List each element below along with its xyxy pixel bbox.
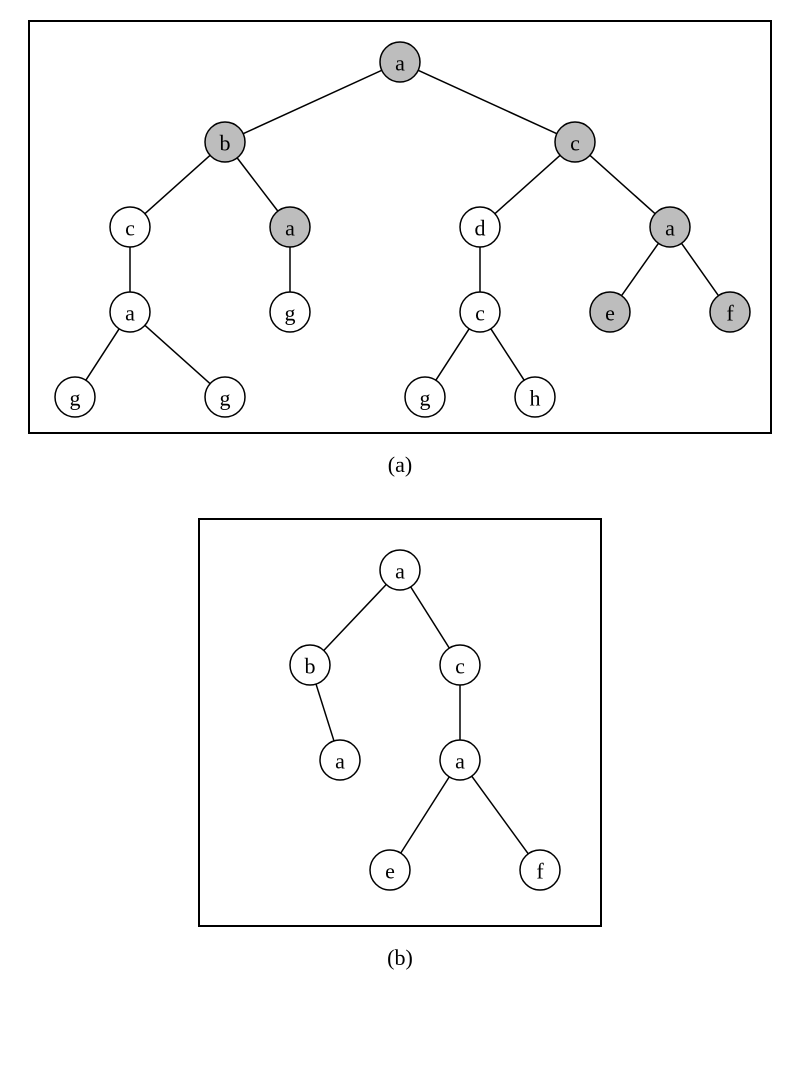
tree-edge [436,329,469,380]
caption-b: (b) [20,945,780,971]
tree-node-label: c [455,654,465,679]
tree-panel-b: a b c a a e f [198,518,602,927]
tree-node: a [110,292,150,332]
tree-edge [324,585,386,651]
tree-node-label: a [395,559,405,584]
tree-node: f [710,292,750,332]
tree-edge [472,776,528,854]
tree-node: f [520,850,560,890]
tree-node: g [405,377,445,417]
tree-edge [590,155,655,213]
tree-edge [86,329,119,380]
tree-node-label: a [665,216,675,241]
tree-svg-b: a b c a a e f [200,520,600,925]
tree-node: b [290,645,330,685]
tree-node: c [440,645,480,685]
tree-node: a [650,207,690,247]
tree-node: d [460,207,500,247]
tree-node-label: e [605,301,615,326]
tree-panel-a: a b c c a d a a g c e f g g g h [28,20,772,434]
tree-edge [418,70,557,133]
tree-node-label: c [570,131,580,156]
tree-node-label: g [70,386,81,411]
tree-node: g [55,377,95,417]
tree-node: a [320,740,360,780]
tree-edge [682,243,719,295]
tree-node-label: d [475,216,486,241]
tree-node: b [205,122,245,162]
tree-node-label: c [475,301,485,326]
tree-node-label: a [335,749,345,774]
tree-node: a [270,207,310,247]
tree-edge [622,243,659,295]
tree-node-label: a [125,301,135,326]
tree-node-label: g [285,301,296,326]
tree-node-label: e [385,859,395,884]
tree-node: a [380,42,420,82]
tree-node-label: f [536,859,544,884]
tree-node: a [380,550,420,590]
tree-node-label: a [455,749,465,774]
tree-node: c [110,207,150,247]
tree-node: h [515,377,555,417]
tree-edge [495,155,560,213]
tree-node: e [370,850,410,890]
tree-edge [145,325,210,383]
tree-node-label: a [285,216,295,241]
tree-edge [401,777,450,853]
caption-a: (a) [20,452,780,478]
tree-node: a [440,740,480,780]
tree-edge [316,684,334,741]
tree-node-label: h [530,386,541,411]
tree-edge [237,158,278,211]
tree-svg-a: a b c c a d a a g c e f g g g h [30,22,770,432]
tree-node-label: g [420,386,431,411]
tree-node-label: b [305,654,316,679]
tree-edge [243,70,382,133]
tree-node-label: b [220,131,231,156]
tree-node: g [270,292,310,332]
tree-node: c [460,292,500,332]
tree-edge [491,329,524,380]
tree-edge [411,587,450,648]
tree-node-label: a [395,51,405,76]
tree-node-label: c [125,216,135,241]
tree-edge [145,155,210,213]
tree-node: e [590,292,630,332]
tree-node-label: f [726,301,734,326]
tree-node: g [205,377,245,417]
tree-node-label: g [220,386,231,411]
tree-node: c [555,122,595,162]
